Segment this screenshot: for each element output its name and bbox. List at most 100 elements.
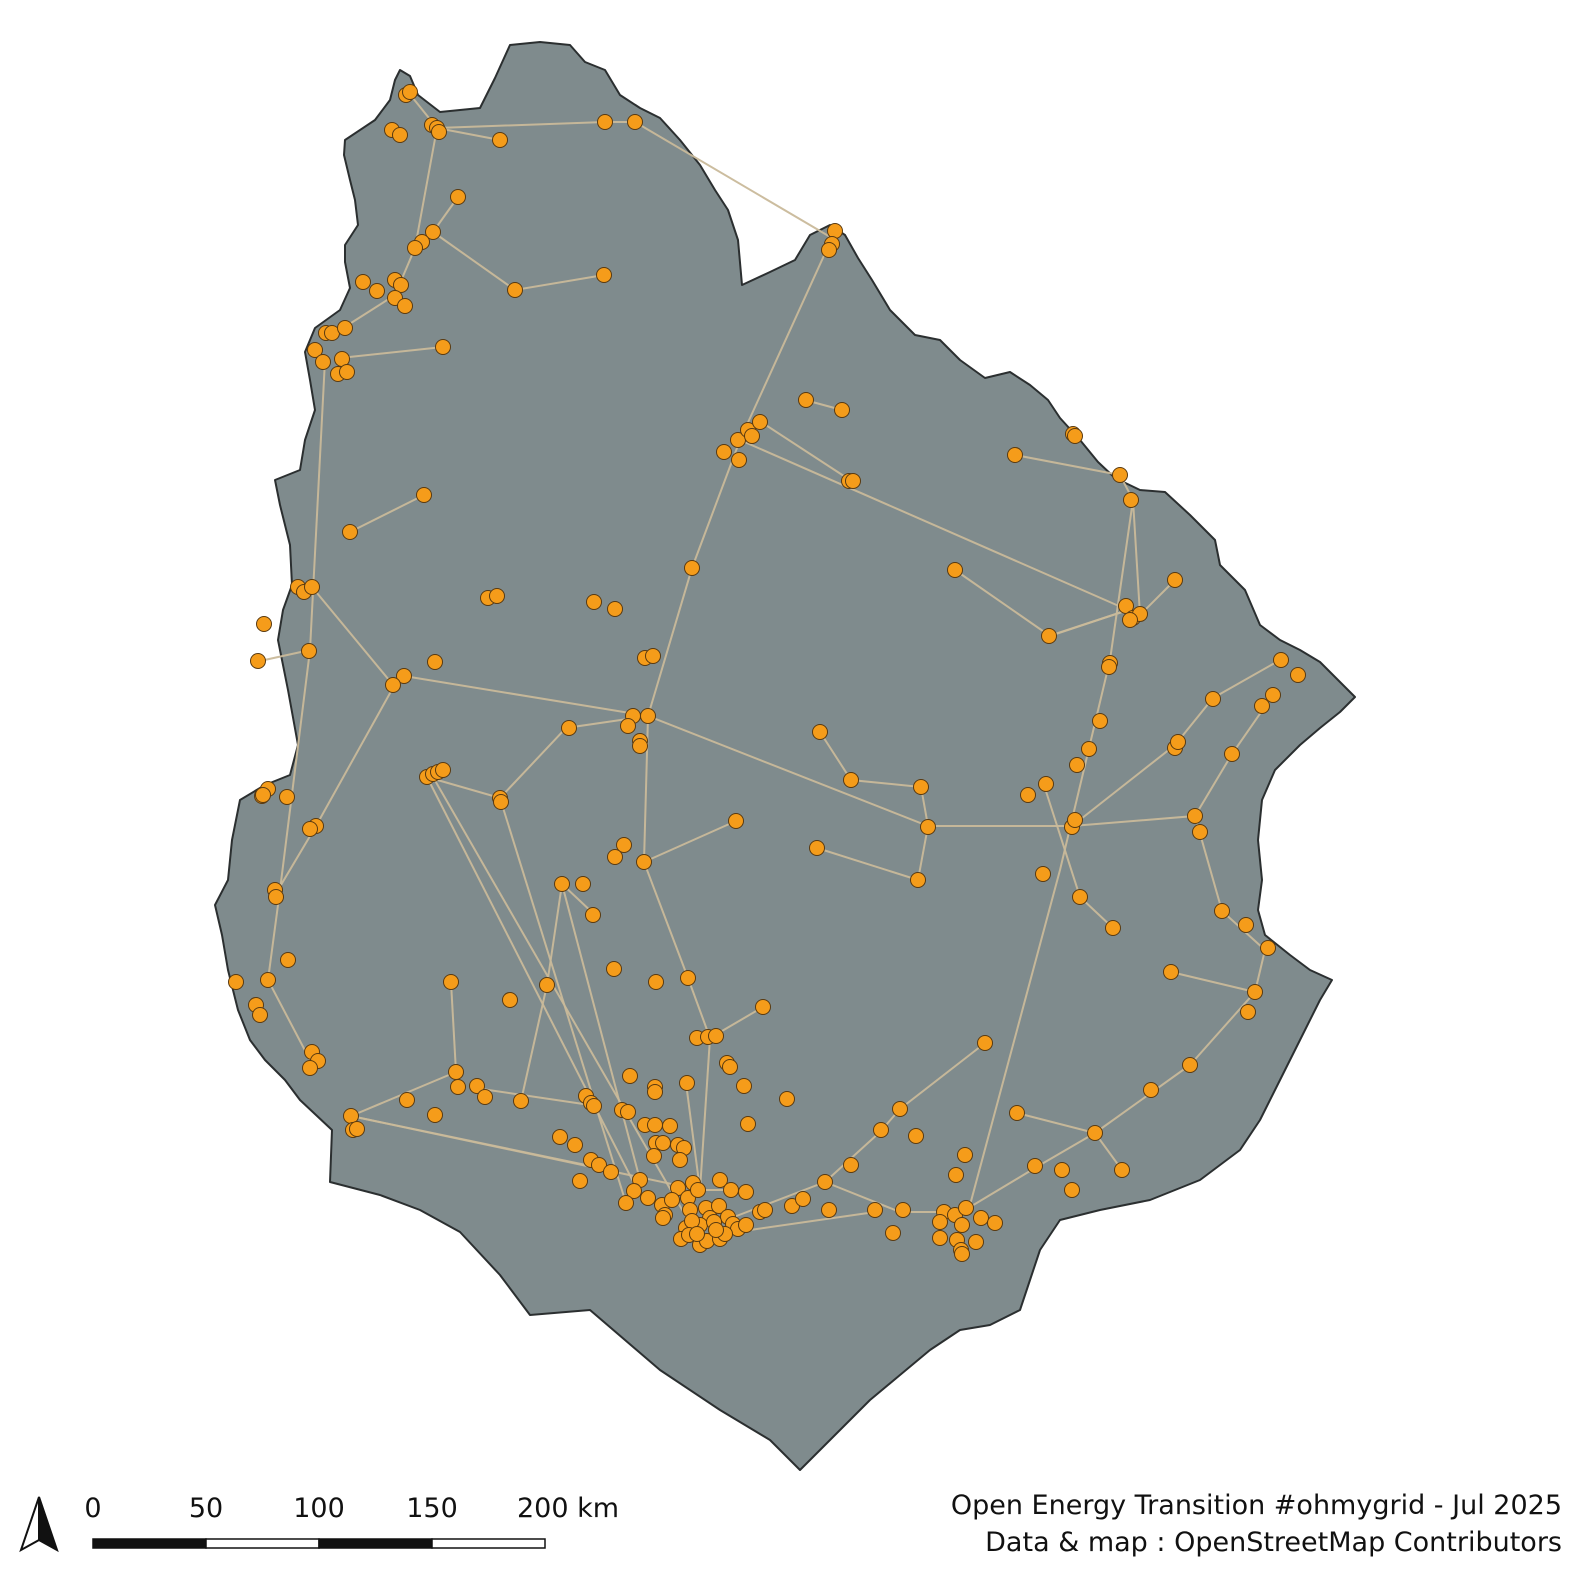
substation-marker	[622, 1068, 638, 1084]
substation-marker	[626, 1183, 642, 1199]
power-line	[561, 883, 641, 1181]
substation-marker	[399, 1092, 415, 1108]
north-arrow-icon	[19, 1496, 59, 1553]
power-line	[757, 419, 851, 481]
power-line	[499, 797, 626, 1201]
substation-marker	[393, 277, 409, 293]
substation-marker	[572, 1173, 588, 1189]
substation-marker	[684, 560, 700, 576]
power-line	[685, 1082, 701, 1191]
substation-marker	[712, 1172, 728, 1188]
substation-marker	[920, 819, 936, 835]
substation-marker	[416, 487, 432, 503]
substation-marker	[228, 974, 244, 990]
substation-marker	[250, 653, 266, 669]
substation-marker	[1167, 572, 1183, 588]
power-line	[699, 1037, 711, 1191]
substation-marker	[339, 364, 355, 380]
substation-marker	[648, 974, 664, 990]
scale-label-150: 150	[406, 1493, 458, 1524]
substations	[228, 84, 1306, 1262]
power-line	[749, 1211, 876, 1231]
substation-marker	[740, 1116, 756, 1132]
substation-marker	[1224, 746, 1240, 762]
substation-marker	[716, 444, 732, 460]
substation-marker	[606, 961, 622, 977]
substation-marker	[798, 392, 814, 408]
substation-marker	[302, 1060, 318, 1076]
substation-marker	[873, 1122, 889, 1138]
substation-marker	[407, 240, 423, 256]
substation-marker	[304, 579, 320, 595]
substation-marker	[845, 473, 861, 489]
substation-marker	[1041, 628, 1057, 644]
substation-marker	[646, 1148, 662, 1164]
substation-marker	[817, 1174, 833, 1190]
substation-marker	[586, 594, 602, 610]
substation-marker	[680, 970, 696, 986]
substation-marker	[795, 1191, 811, 1207]
substation-marker	[1067, 812, 1083, 828]
substation-marker	[662, 1118, 678, 1134]
power-line	[1048, 609, 1129, 637]
substation-marker	[427, 654, 443, 670]
substation-marker	[1114, 1162, 1130, 1178]
power-line	[739, 439, 1129, 611]
substation-marker	[607, 849, 623, 865]
scale-segment-1	[92, 1538, 207, 1549]
scale-bar	[92, 1538, 546, 1549]
substation-marker	[616, 837, 632, 853]
substation-marker	[1020, 787, 1036, 803]
substation-marker	[1081, 741, 1097, 757]
scale-segment-2	[205, 1538, 320, 1549]
substation-marker	[834, 402, 850, 418]
substation-marker	[620, 718, 636, 734]
substation-marker	[690, 1182, 706, 1198]
substation-marker	[1122, 612, 1138, 628]
substation-marker	[1027, 1158, 1043, 1174]
substation-marker	[812, 724, 828, 740]
substation-marker	[1265, 687, 1281, 703]
substation-marker	[448, 1064, 464, 1080]
substation-marker	[425, 224, 441, 240]
substation-marker	[722, 1059, 738, 1075]
substation-marker	[947, 562, 963, 578]
substation-marker	[1192, 824, 1208, 840]
substation-marker	[744, 428, 760, 444]
substation-marker	[968, 1234, 984, 1250]
substation-marker	[539, 977, 555, 993]
substation-marker	[1123, 492, 1139, 508]
substation-marker	[664, 1192, 680, 1208]
substation-marker	[392, 127, 408, 143]
substation-marker	[302, 821, 318, 837]
substation-marker	[987, 1215, 1003, 1231]
substation-marker	[342, 524, 358, 540]
substation-marker	[489, 588, 505, 604]
substation-marker	[435, 339, 451, 355]
power-line	[816, 847, 919, 881]
substation-marker	[1290, 667, 1306, 683]
substation-marker	[252, 1007, 268, 1023]
substation-marker	[435, 762, 451, 778]
power-line	[450, 981, 457, 1073]
substation-marker	[255, 787, 271, 803]
substation-marker	[315, 354, 331, 370]
scale-label-50: 50	[188, 1493, 224, 1524]
substation-marker	[755, 999, 771, 1015]
substation-marker	[913, 779, 929, 795]
power-line	[474, 1087, 591, 1106]
substation-marker	[954, 1246, 970, 1262]
substation-marker	[1170, 734, 1186, 750]
substation-marker	[738, 1184, 754, 1200]
substation-marker	[402, 84, 418, 100]
substation-marker	[603, 1164, 619, 1180]
substation-marker	[396, 668, 412, 684]
substation-marker	[821, 1202, 837, 1218]
substation-marker	[1182, 1057, 1198, 1073]
substation-marker	[1260, 940, 1276, 956]
substation-marker	[561, 720, 577, 736]
substation-marker	[977, 1035, 993, 1051]
substation-marker	[337, 320, 353, 336]
substation-marker	[954, 1217, 970, 1233]
substation-marker	[1112, 467, 1128, 483]
